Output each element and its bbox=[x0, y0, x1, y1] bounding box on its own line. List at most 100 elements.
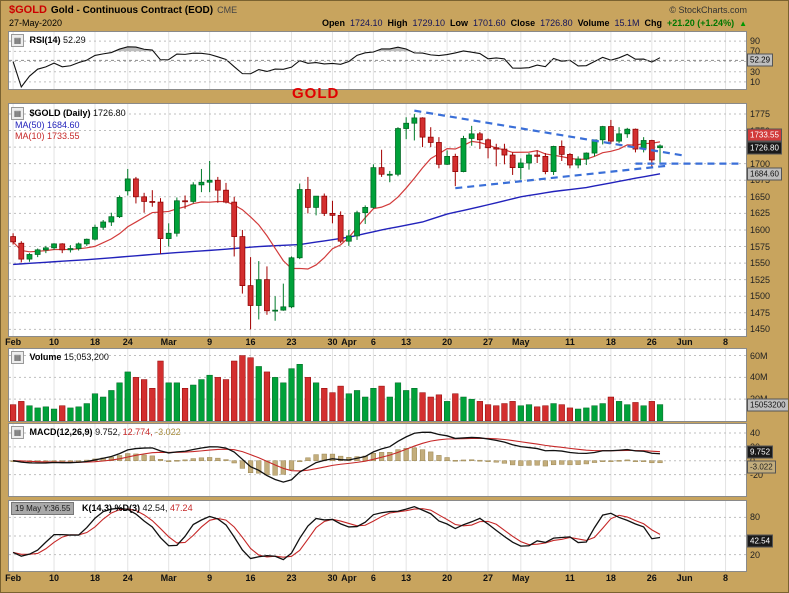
macd-panel[interactable] bbox=[8, 423, 747, 497]
axis-tick-label: 1575 bbox=[750, 241, 771, 252]
date-tick-label: 24 bbox=[122, 337, 133, 347]
rsi-value: 52.29 bbox=[63, 34, 86, 45]
axis-tick-label: 1700 bbox=[750, 158, 771, 169]
axis-tick-label: 1450 bbox=[750, 324, 771, 335]
low-value: 1701.60 bbox=[473, 18, 506, 28]
quote-summary: Open 1724.10 High 1729.10 Low 1701.60 Cl… bbox=[322, 18, 747, 28]
volume-panel[interactable] bbox=[8, 348, 747, 422]
axis-tick-label: 40M bbox=[750, 372, 768, 383]
axis-tick-label: 1525 bbox=[750, 274, 771, 285]
date-tick-label: 18 bbox=[89, 573, 100, 583]
axis-tick-label: 1475 bbox=[750, 307, 771, 318]
macd-panel-icon[interactable]: ▦ bbox=[11, 426, 24, 439]
axis-tick-label: 80 bbox=[750, 512, 761, 523]
up-arrow-icon: ▲ bbox=[739, 19, 747, 28]
date-tick-label: Apr bbox=[341, 337, 357, 347]
high-value: 1729.10 bbox=[412, 18, 446, 28]
date-tick-label: 23 bbox=[286, 337, 297, 347]
trendline bbox=[414, 109, 685, 157]
date-tick-label: 16 bbox=[245, 573, 256, 583]
quote-bar: 27-May-2020 Open 1724.10 High 1729.10 Lo… bbox=[9, 18, 747, 28]
date-tick-label: May bbox=[512, 573, 530, 583]
ma10-label: MA(10) 1733.55 bbox=[15, 131, 80, 141]
rsi-panel-icon[interactable]: ▦ bbox=[11, 34, 24, 47]
macd-label: MACD(12,26,9) bbox=[29, 426, 93, 437]
macd-badge: 9.752 bbox=[747, 445, 774, 459]
macd-legend: ▦ MACD(12,26,9) 9.752, 12.774, -3.022 bbox=[11, 426, 181, 439]
macd-plot[interactable] bbox=[9, 424, 746, 496]
crosshair-tooltip: 19 May Y:36.55 bbox=[11, 502, 75, 515]
macd-value: 9.752, bbox=[95, 426, 121, 437]
date-tick-label: 23 bbox=[286, 573, 297, 583]
close-value: 1726.80 bbox=[540, 18, 573, 28]
ma50-legend: MA(50) 1684.60 bbox=[15, 120, 80, 130]
ma50-badge: 1684.60 bbox=[747, 167, 782, 181]
date-tick-label: 20 bbox=[442, 337, 453, 347]
date-tick-label: 30 bbox=[327, 337, 338, 347]
date-tick-label: Feb bbox=[5, 337, 22, 347]
axis-tick-label: 40 bbox=[750, 427, 761, 438]
date-tick-label: 6 bbox=[370, 337, 376, 347]
axis-tick-label: 1550 bbox=[750, 258, 771, 269]
date-tick-label: 9 bbox=[207, 337, 213, 347]
volume-panel-icon[interactable]: ▦ bbox=[11, 351, 24, 364]
macd-signal-value: 12.774, bbox=[122, 426, 153, 437]
low-label: Low bbox=[450, 18, 469, 28]
trendline bbox=[455, 164, 669, 190]
rsi-label: RSI(14) bbox=[29, 34, 61, 45]
date-tick-label: 11 bbox=[565, 573, 575, 583]
date-tick-label: 9 bbox=[207, 573, 213, 583]
date-tick-label: May bbox=[512, 337, 530, 347]
axis-tick-label: 20 bbox=[750, 549, 761, 560]
price-plot[interactable] bbox=[9, 104, 746, 336]
chg-label: Chg bbox=[644, 18, 663, 28]
chart-title-bar: $GOLD Gold - Continuous Contract (EOD) C… bbox=[9, 4, 747, 16]
axis-tick-label: 1775 bbox=[750, 108, 771, 119]
axis-tick-label: -20 bbox=[750, 469, 764, 480]
price-title: $GOLD (Daily) bbox=[29, 107, 91, 118]
axis-tick-label: 1600 bbox=[750, 224, 771, 235]
volume-badge: 15053200 bbox=[747, 398, 788, 412]
chg-value: +21.20 (+1.24%) bbox=[667, 18, 735, 28]
stoch-legend: 19 May Y:36.55 K(14,3) %D(3) 42.54, 47.2… bbox=[11, 502, 193, 515]
symbol[interactable]: $GOLD bbox=[9, 4, 47, 16]
chart-date: 27-May-2020 bbox=[9, 18, 63, 28]
chart-annotation-gold: GOLD bbox=[292, 85, 340, 102]
date-tick-label: 10 bbox=[49, 573, 60, 583]
rsi-panel[interactable] bbox=[8, 31, 747, 90]
exchange-label: CME bbox=[217, 5, 238, 15]
open-value: 1724.10 bbox=[349, 18, 383, 28]
date-tick-label: 20 bbox=[442, 573, 453, 583]
rsi-badge: 52.29 bbox=[747, 53, 774, 67]
date-tick-label: 27 bbox=[483, 573, 494, 583]
volume-label: Volume bbox=[577, 18, 610, 28]
date-tick-label: Mar bbox=[160, 573, 177, 583]
date-tick-label: 18 bbox=[605, 573, 616, 583]
date-tick-label: 24 bbox=[122, 573, 133, 583]
axis-tick-label: 1625 bbox=[750, 208, 771, 219]
date-tick-label: 18 bbox=[89, 337, 100, 347]
rsi-plot[interactable] bbox=[9, 32, 746, 89]
ma10-badge: 1733.55 bbox=[747, 128, 782, 142]
volume-total-value: 15,053,200 bbox=[63, 351, 109, 362]
date-tick-label: Jun bbox=[676, 573, 693, 583]
stoch-k-value: 42.54, bbox=[142, 503, 168, 513]
date-tick-label: 30 bbox=[327, 573, 338, 583]
stoch-panel[interactable] bbox=[8, 500, 747, 572]
date-tick-label: Jun bbox=[676, 337, 693, 347]
symbol-description: Gold - Continuous Contract (EOD) bbox=[50, 5, 214, 16]
stoch-label: K(14,3) %D(3) bbox=[81, 503, 140, 513]
stoch-d-value: 47.24 bbox=[170, 503, 193, 513]
date-tick-label: 6 bbox=[370, 573, 376, 583]
price-panel[interactable] bbox=[8, 103, 747, 337]
rsi-legend: ▦ RSI(14) 52.29 bbox=[11, 34, 86, 47]
axis-tick-label: 60M bbox=[750, 350, 768, 361]
volume-plot[interactable] bbox=[9, 349, 746, 422]
stoch-badge: 42.54 bbox=[747, 534, 774, 548]
stoch-plot[interactable] bbox=[9, 501, 746, 571]
date-tick-label: Feb bbox=[5, 573, 22, 583]
price-legend: ▦ $GOLD (Daily) 1726.80 bbox=[11, 107, 126, 120]
copyright-link[interactable]: © StockCharts.com bbox=[669, 5, 747, 15]
price-panel-icon[interactable]: ▦ bbox=[11, 107, 24, 120]
